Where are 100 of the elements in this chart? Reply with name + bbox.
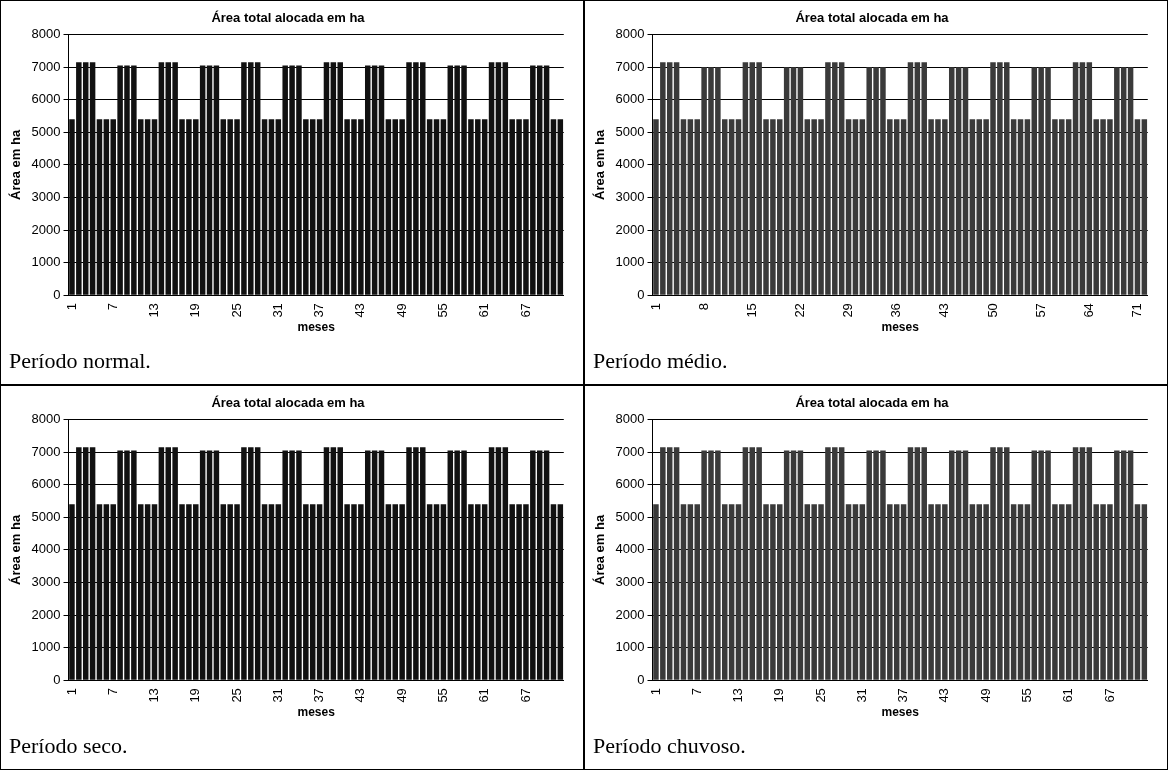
- y-tick-label: 4000: [31, 156, 61, 172]
- bar: [1141, 504, 1148, 680]
- y-tick-label: 4000: [615, 156, 645, 172]
- bar: [735, 504, 742, 680]
- bar: [962, 67, 969, 295]
- bar: [790, 67, 797, 295]
- bar: [158, 62, 165, 295]
- x-tick-label: 19: [187, 688, 203, 703]
- bar: [385, 504, 392, 680]
- bar: [96, 504, 103, 680]
- x-axis-title: meses: [881, 705, 920, 720]
- x-tick-label: 31: [269, 303, 285, 318]
- bar: [268, 119, 275, 295]
- x-tick-label: 57: [1032, 303, 1048, 318]
- bar: [1127, 67, 1134, 295]
- x-axis-title: meses: [297, 705, 336, 720]
- y-tick-label: 2000: [31, 606, 61, 622]
- bar: [1017, 119, 1024, 295]
- x-tick-label: 25: [228, 303, 244, 318]
- bar: [1017, 504, 1024, 680]
- bar: [151, 119, 158, 295]
- bar: [323, 447, 330, 680]
- bar: [728, 504, 735, 680]
- bar: [1127, 450, 1134, 680]
- bar: [742, 62, 749, 295]
- y-tick-label: 6000: [31, 91, 61, 107]
- bar: [550, 119, 557, 295]
- y-tick-label: 1000: [615, 254, 645, 270]
- x-tick-label: 13: [730, 688, 746, 703]
- bar: [316, 504, 323, 680]
- bar: [543, 450, 550, 680]
- bar: [1024, 119, 1031, 295]
- y-tick-label: 5000: [615, 123, 645, 139]
- bar: [907, 447, 914, 680]
- chart-title: Área total alocada em ha: [211, 395, 366, 411]
- bar: [673, 447, 680, 680]
- bar: [213, 65, 220, 295]
- bar: [261, 119, 268, 295]
- bar: [378, 450, 385, 680]
- x-tick-label: 25: [812, 688, 828, 703]
- x-tick-label: 71: [1129, 303, 1145, 318]
- y-tick-label: 6000: [31, 476, 61, 492]
- bar: [433, 504, 440, 680]
- y-tick-label: 4000: [615, 541, 645, 557]
- bar: [852, 504, 859, 680]
- x-tick-label: 49: [977, 688, 993, 703]
- bar: [742, 447, 749, 680]
- y-tick-label: 5000: [31, 508, 61, 524]
- x-tick-label: 61: [1060, 688, 1076, 703]
- bar: [213, 450, 220, 680]
- y-tick-label: 0: [53, 671, 61, 687]
- x-tick-label: 55: [434, 303, 450, 318]
- chart-title: Área total alocada em ha: [211, 10, 366, 26]
- x-tick-label: 36: [888, 303, 904, 318]
- bar: [268, 504, 275, 680]
- y-tick-label: 3000: [615, 574, 645, 590]
- text: Período normal.: [9, 348, 151, 374]
- bar: [371, 450, 378, 680]
- x-tick-label: 1: [647, 688, 663, 696]
- y-tick-label: 0: [637, 671, 645, 687]
- x-tick-label: 1: [63, 688, 79, 696]
- y-tick-label: 8000: [31, 26, 61, 42]
- bar: [900, 119, 907, 295]
- y-tick-label: 3000: [615, 189, 645, 205]
- bar: [206, 65, 213, 295]
- bar: [845, 119, 852, 295]
- bar: [680, 504, 687, 680]
- y-tick-label: 7000: [31, 443, 61, 459]
- bar: [385, 119, 392, 295]
- x-tick-label: 1: [647, 303, 663, 311]
- y-tick-label: 8000: [615, 411, 645, 427]
- bar: [1072, 447, 1079, 680]
- x-axis-title: meses: [881, 320, 920, 335]
- bar: [158, 447, 165, 680]
- y-tick-label: 5000: [31, 123, 61, 139]
- x-tick-label: 50: [984, 303, 1000, 318]
- y-tick-label: 1000: [31, 639, 61, 655]
- bar: [96, 119, 103, 295]
- x-tick-label: 15: [743, 303, 759, 318]
- bar: [378, 65, 385, 295]
- y-tick-label: 3000: [31, 189, 61, 205]
- x-tick-label: 67: [1101, 688, 1117, 703]
- bar: [955, 450, 962, 680]
- bar: [557, 504, 564, 680]
- text: Período médio.: [593, 348, 728, 374]
- bar: [557, 119, 564, 295]
- bar: [1079, 447, 1086, 680]
- bar: [900, 504, 907, 680]
- bar: [797, 67, 804, 295]
- x-tick-label: 49: [393, 303, 409, 318]
- bar: [144, 119, 151, 295]
- y-tick-label: 0: [53, 286, 61, 302]
- bar: [206, 450, 213, 680]
- bar: [261, 504, 268, 680]
- y-tick-label: 1000: [615, 639, 645, 655]
- text: Período seco.: [9, 733, 128, 759]
- y-tick-label: 8000: [615, 26, 645, 42]
- bar: [89, 447, 96, 680]
- x-tick-label: 7: [104, 303, 120, 311]
- x-tick-label: 55: [434, 688, 450, 703]
